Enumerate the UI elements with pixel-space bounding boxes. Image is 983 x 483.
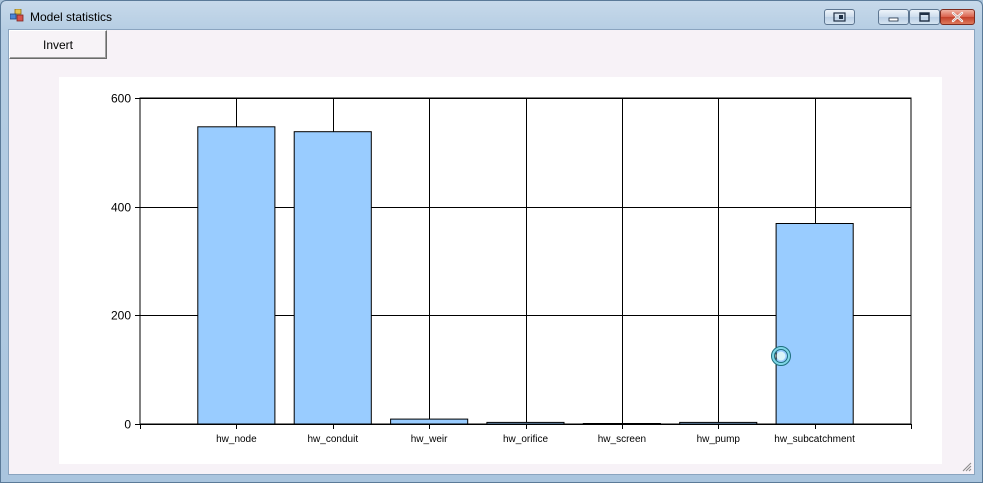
restore-small-button[interactable] bbox=[824, 9, 855, 25]
minimize-button[interactable] bbox=[878, 9, 909, 25]
bar-hw-subcatchment bbox=[775, 223, 854, 425]
y-tick-label: 400 bbox=[111, 201, 131, 215]
invert-button[interactable]: Invert bbox=[9, 30, 107, 59]
window-title: Model statistics bbox=[30, 10, 113, 24]
x-tick-label: hw_conduit bbox=[308, 434, 359, 445]
app-icon bbox=[10, 9, 24, 22]
y-tick-label: 200 bbox=[111, 309, 131, 323]
chart-panel: 0 200 400 600 hw_node hw_conduit hw_weir hw_ori… bbox=[59, 77, 942, 464]
y-tick-label: 600 bbox=[111, 92, 131, 106]
x-tick-label: hw_weir bbox=[411, 434, 448, 445]
x-tick-label: hw_node bbox=[216, 434, 257, 445]
y-tick-label: 0 bbox=[124, 418, 131, 432]
plot-frame bbox=[139, 97, 912, 425]
busy-ring-cursor-icon bbox=[771, 346, 791, 366]
bar-hw-weir bbox=[390, 418, 469, 425]
maximize-icon bbox=[919, 12, 930, 22]
restore-small-icon bbox=[833, 12, 846, 22]
close-button[interactable] bbox=[940, 9, 975, 25]
maximize-button[interactable] bbox=[909, 9, 940, 25]
minimize-icon bbox=[888, 17, 899, 22]
client-area: Invert 0 200 400 600 hw_node hw_conduit hw_wei… bbox=[8, 29, 975, 475]
bar-hw-conduit bbox=[293, 131, 372, 425]
x-tick-label: hw_screen bbox=[598, 434, 646, 445]
bar-chart: 0 200 400 600 hw_node hw_conduit hw_weir hw_ori… bbox=[111, 92, 912, 445]
x-tick-label: hw_subcatchment bbox=[774, 434, 855, 445]
title-bar[interactable]: Model statistics bbox=[1, 1, 982, 29]
x-tick-label: hw_pump bbox=[697, 434, 741, 445]
close-icon bbox=[951, 11, 964, 23]
x-tick-label: hw_orifice bbox=[503, 434, 548, 445]
resize-grip-icon[interactable] bbox=[960, 460, 972, 472]
bar-hw-node bbox=[197, 126, 276, 425]
